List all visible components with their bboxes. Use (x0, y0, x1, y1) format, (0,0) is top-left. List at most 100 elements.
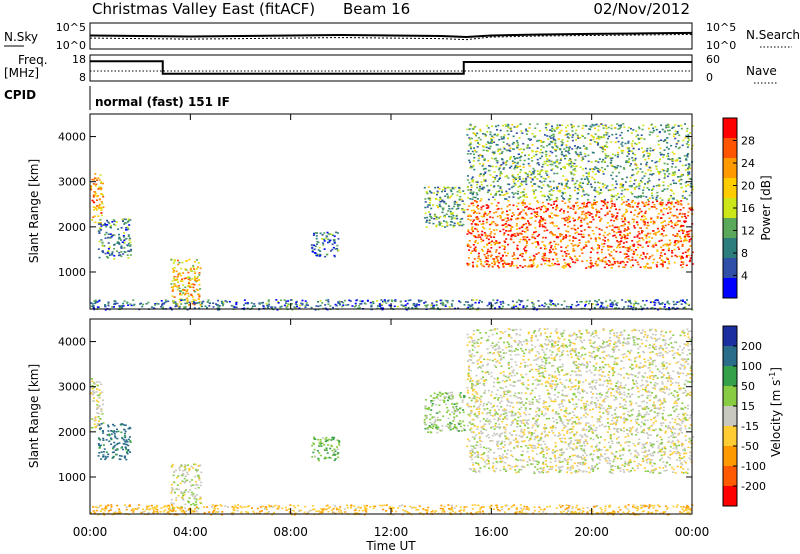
velocity-cell (423, 421, 426, 424)
power-cell (505, 238, 508, 240)
power-cell (689, 229, 692, 232)
power-cell (490, 142, 493, 144)
power-cell (660, 153, 663, 156)
power-cell (641, 128, 644, 131)
power-cell (536, 147, 539, 149)
power-cell (98, 207, 101, 210)
power-cell (657, 308, 660, 311)
power-cell (126, 221, 129, 223)
power-cell (585, 241, 588, 244)
power-cell (515, 305, 518, 308)
power-cell (94, 192, 97, 195)
power-cell (662, 156, 665, 158)
power-cell (100, 225, 103, 227)
power-cell (487, 159, 490, 162)
power-cell (526, 229, 529, 231)
power-cell (631, 174, 634, 177)
power-cell (610, 263, 613, 266)
power-cell (323, 240, 326, 242)
power-cell (447, 210, 450, 212)
power-cell (494, 178, 497, 181)
power-cell (126, 244, 129, 246)
power-cell (549, 140, 552, 143)
power-cell (587, 160, 590, 163)
velocity-cell (434, 418, 437, 421)
power-cell (445, 202, 448, 205)
power-cell (565, 130, 568, 132)
power-cell (540, 220, 542, 223)
velocity-cell (193, 497, 196, 500)
power-cell (471, 261, 474, 264)
power-cell (495, 175, 498, 177)
power-cell (505, 225, 508, 228)
power-cell (553, 172, 556, 175)
power-cell (564, 157, 567, 160)
power-cell (603, 266, 606, 269)
power-cell (488, 301, 491, 304)
power-cell (487, 198, 490, 201)
power-cell (584, 147, 587, 150)
velocity-cell (102, 432, 105, 434)
power-cell (184, 307, 187, 309)
power-cell (509, 128, 512, 131)
power-cell (570, 227, 573, 230)
power-cell (624, 181, 627, 183)
power-cell (453, 203, 456, 205)
power-cell (518, 232, 521, 235)
power-cell (681, 266, 684, 269)
power-cell (687, 203, 690, 205)
power-cell (372, 302, 375, 305)
power-cell (491, 135, 494, 138)
power-cell (495, 204, 498, 207)
power-cell (565, 144, 568, 146)
power-cell (602, 158, 604, 161)
velocity-cell (108, 434, 111, 437)
power-cell (534, 215, 536, 217)
power-cell (563, 217, 566, 220)
power-cell (450, 218, 453, 220)
velocity-cell (98, 424, 101, 426)
power-cell (538, 233, 541, 236)
power-cell (610, 124, 613, 127)
power-cell (609, 207, 612, 209)
velocity-cell (317, 438, 320, 441)
power-cell (113, 244, 115, 246)
power-cell (524, 212, 527, 214)
power-cell (616, 123, 619, 125)
power-cell (687, 184, 690, 186)
power-cell (642, 214, 645, 217)
power-cell (341, 305, 344, 308)
power-cell (644, 183, 646, 185)
power-cell (663, 130, 666, 132)
power-cell (347, 304, 350, 306)
power-cell (498, 305, 501, 308)
power-cell (110, 235, 113, 238)
power-cell (325, 237, 328, 240)
power-cell (541, 225, 544, 228)
power-cell (605, 141, 608, 144)
power-cell (565, 155, 568, 157)
power-cell (625, 228, 627, 231)
velocity-cell (618, 441, 620, 444)
power-cell (684, 251, 687, 254)
power-cell (598, 228, 601, 230)
power-cell (531, 302, 534, 304)
power-cell (652, 244, 655, 246)
power-cell (652, 246, 655, 248)
power-cell (670, 203, 673, 206)
power-cell (449, 210, 452, 213)
power-cell (561, 217, 564, 220)
power-cell (523, 159, 526, 162)
power-cell (551, 161, 554, 163)
power-cell (576, 134, 579, 137)
power-cell (495, 240, 498, 242)
velocity-cell (536, 413, 539, 416)
velocity-cell (120, 424, 123, 426)
power-cell (198, 301, 201, 303)
power-cell (482, 175, 485, 177)
velocity-cell (196, 469, 199, 472)
power-cell (530, 181, 533, 183)
velocity-cell (554, 450, 557, 453)
power-cell (565, 264, 568, 266)
power-cell (597, 181, 600, 184)
